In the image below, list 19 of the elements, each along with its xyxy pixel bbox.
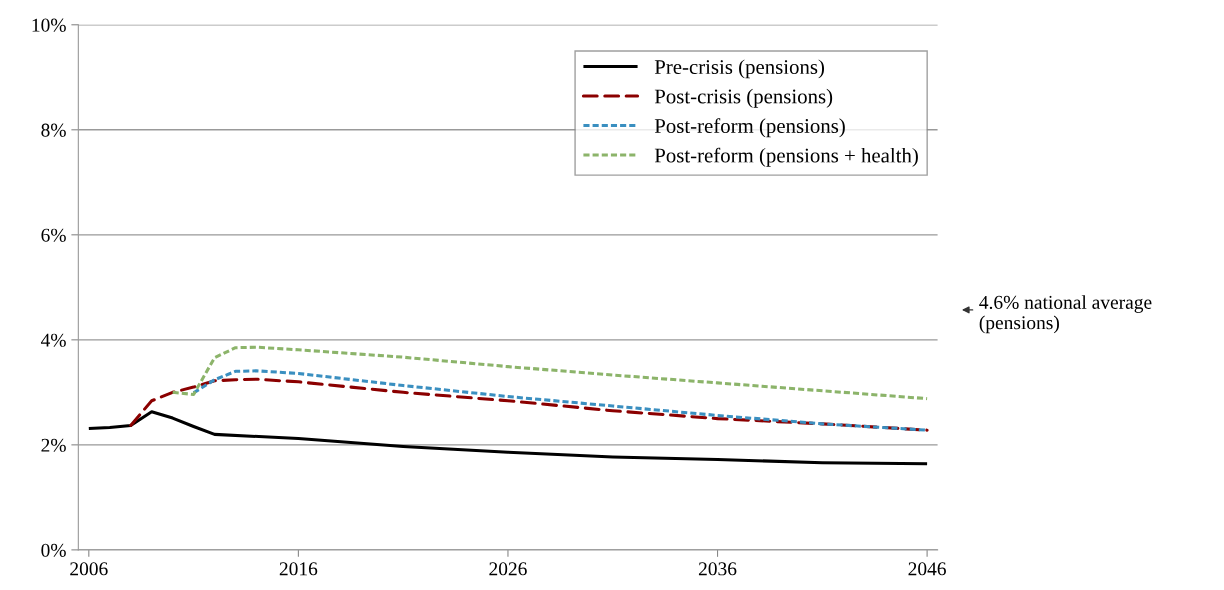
y-tick-label: 10% (32, 18, 66, 32)
x-tick-label: 2016 (279, 562, 318, 576)
legend-label: Post-reform (pensions + health) (654, 147, 918, 167)
text: 4.6% national average (pensions) (979, 295, 1152, 334)
legend-label: Pre-crisis (pensions) (654, 59, 825, 79)
y-tick-label: 8% (41, 123, 66, 137)
y-tick-label: 0% (41, 543, 66, 557)
legend-label: Post-reform (pensions) (654, 118, 845, 138)
line-series (171, 345, 929, 401)
x-tick-label: 2036 (698, 562, 737, 576)
y-tick-label: 4% (40, 333, 66, 347)
line-series (129, 377, 929, 432)
x-tick-label: 2026 (489, 562, 527, 576)
y-tick-label: 6% (41, 228, 66, 242)
y-tick-label: 2% (41, 438, 66, 452)
legend-label: Post-crisis (pensions) (654, 88, 833, 108)
x-tick-label: 2006 (70, 562, 108, 576)
x-tick-label: 2046 (908, 562, 946, 576)
line-series (87, 410, 929, 466)
